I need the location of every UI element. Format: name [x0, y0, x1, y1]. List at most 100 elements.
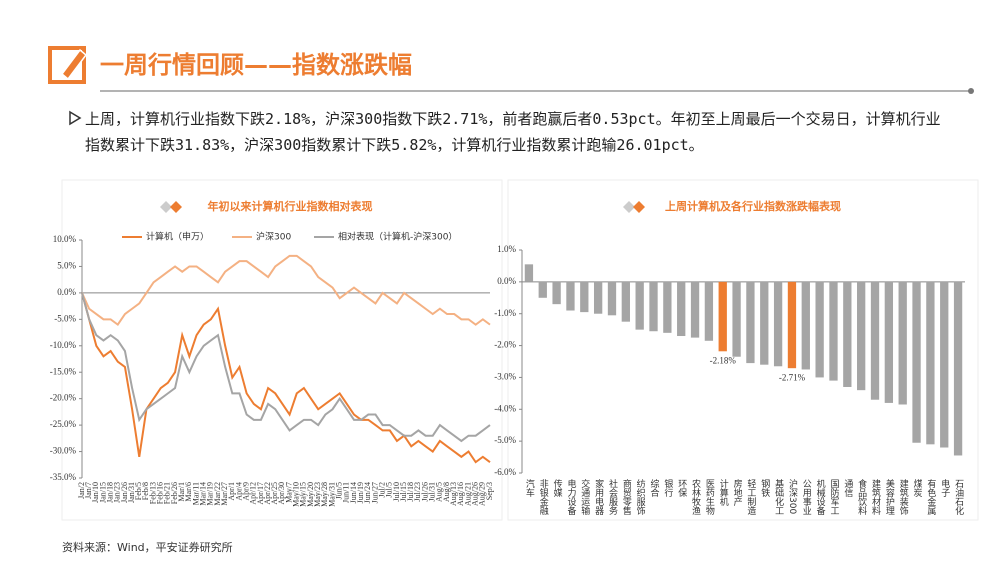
y-tick-label: -25.0% [50, 419, 77, 429]
x-tick-label: Jan/7 [84, 482, 93, 499]
y-tick-label: -35.0% [50, 472, 77, 482]
series-line [81, 254, 491, 327]
bar [773, 281, 783, 367]
x-tick-label: 商贸零售 [621, 478, 632, 516]
x-tick-label: Jan/2 [77, 482, 86, 499]
bar [704, 281, 714, 341]
x-tick-label: 综合 [649, 478, 660, 498]
x-tick-label: Apr/25 [270, 482, 279, 505]
x-tick-label: Jun/27 [370, 482, 379, 503]
x-tick-label: May/15 [299, 482, 308, 507]
title-icon [48, 46, 86, 84]
x-tick-label: 建筑装饰 [898, 478, 909, 516]
y-tick-label: -1.0% [494, 308, 516, 318]
x-tick-label: Jan/26 [120, 482, 129, 503]
bar [580, 281, 589, 313]
bar [857, 281, 866, 391]
bar [566, 281, 575, 311]
chart-title: 年初以来计算机行业指数相对表现 [208, 199, 373, 213]
bar [926, 281, 935, 445]
x-tick-label: Apr/22 [263, 482, 272, 505]
x-tick-label: 环保 [676, 479, 687, 498]
bar [815, 281, 824, 378]
bar [593, 281, 603, 314]
value-label: -2.71% [779, 372, 806, 382]
x-tick-label: Jul/5 [385, 482, 394, 498]
x-tick-label: 纺织服饰 [635, 478, 646, 516]
x-tick-label: May/23 [313, 482, 322, 507]
x-tick-label: 通信 [842, 479, 853, 498]
bar [898, 281, 907, 405]
y-tick-label: 0.0% [497, 276, 516, 286]
x-tick-label: 公用事业 [801, 479, 812, 515]
x-tick-label: 机械设备 [815, 478, 826, 515]
x-tick-label: Jan/18 [105, 482, 114, 503]
title-diamond [160, 201, 172, 213]
bar [843, 281, 852, 387]
x-tick-label: Mar/19 [206, 482, 215, 506]
x-tick-label: Jul/10 [392, 482, 401, 502]
x-tick-label: Aug/21 [463, 482, 472, 506]
y-tick-label: -4.0% [494, 403, 516, 413]
bar [912, 281, 921, 443]
x-tick-label: Aug/13 [449, 482, 458, 506]
x-tick-label: Jul/2 [377, 482, 386, 498]
y-tick-label: -15.0% [50, 366, 77, 376]
title-diamond [623, 201, 635, 213]
x-tick-label: Feb/21 [163, 482, 172, 504]
x-tick-label: 社会服务 [607, 478, 618, 516]
bar [524, 264, 534, 282]
bar [621, 281, 630, 322]
x-tick-label: Feb/26 [170, 482, 179, 504]
x-tick-label: Jun/14 [349, 482, 358, 503]
y-tick-label: 1.0% [497, 244, 516, 254]
bar [870, 281, 880, 400]
bar [732, 281, 741, 357]
y-tick-label: -10.0% [50, 340, 77, 350]
x-tick-label: Mar/22 [213, 482, 222, 506]
panel [61, 179, 503, 521]
x-tick-label: 交通运输 [579, 478, 590, 516]
y-tick-label: -30.0% [50, 446, 77, 456]
bar [552, 281, 561, 305]
x-tick-label: Aug/16 [456, 482, 465, 506]
x-tick-label: Mar/11 [191, 482, 200, 505]
bar [690, 281, 700, 338]
y-tick-label: -3.0% [494, 371, 516, 381]
x-tick-label: Jul/31 [428, 482, 437, 502]
pen-icon [60, 48, 88, 81]
legend-label: 沪深300 [256, 231, 291, 243]
bar [635, 281, 644, 330]
bar [884, 281, 894, 403]
x-tick-label: 汽车 [524, 478, 535, 498]
x-tick-label: 煤炭 [912, 478, 923, 498]
x-tick-label: Jul/18 [406, 482, 415, 502]
bar [607, 281, 617, 316]
x-tick-label: May/31 [327, 482, 336, 507]
chart-title: 上周计算机及各行业指数涨跌幅表现 [665, 199, 841, 213]
y-tick-label: 0.0% [57, 287, 76, 297]
x-tick-label: 电子 [939, 478, 950, 497]
x-tick-label: 传媒 [552, 478, 563, 498]
x-tick-label: 轻工制造 [745, 478, 756, 516]
x-tick-label: Apr/1 [227, 482, 236, 501]
bar [829, 281, 838, 381]
bullet-mark [69, 110, 82, 126]
value-label: -2.18% [710, 355, 737, 365]
x-tick-label: Aug/26 [471, 482, 480, 506]
title-diamond [633, 201, 645, 213]
x-tick-label: May/28 [320, 482, 329, 507]
x-tick-label: 计算机 [718, 478, 729, 507]
x-tick-label: Mar/14 [199, 482, 208, 506]
y-tick-label: -5.0% [494, 435, 516, 445]
y-tick-label: -20.0% [50, 393, 77, 403]
y-tick-label: -2.0% [494, 340, 516, 350]
x-tick-label: Aug/29 [478, 482, 487, 506]
series-line [81, 292, 491, 464]
x-tick-label: May/10 [292, 482, 301, 507]
bar [649, 281, 658, 332]
x-tick-label: Jul/26 [420, 482, 429, 502]
y-tick-label: 5.0% [57, 261, 76, 271]
bar [538, 281, 547, 298]
